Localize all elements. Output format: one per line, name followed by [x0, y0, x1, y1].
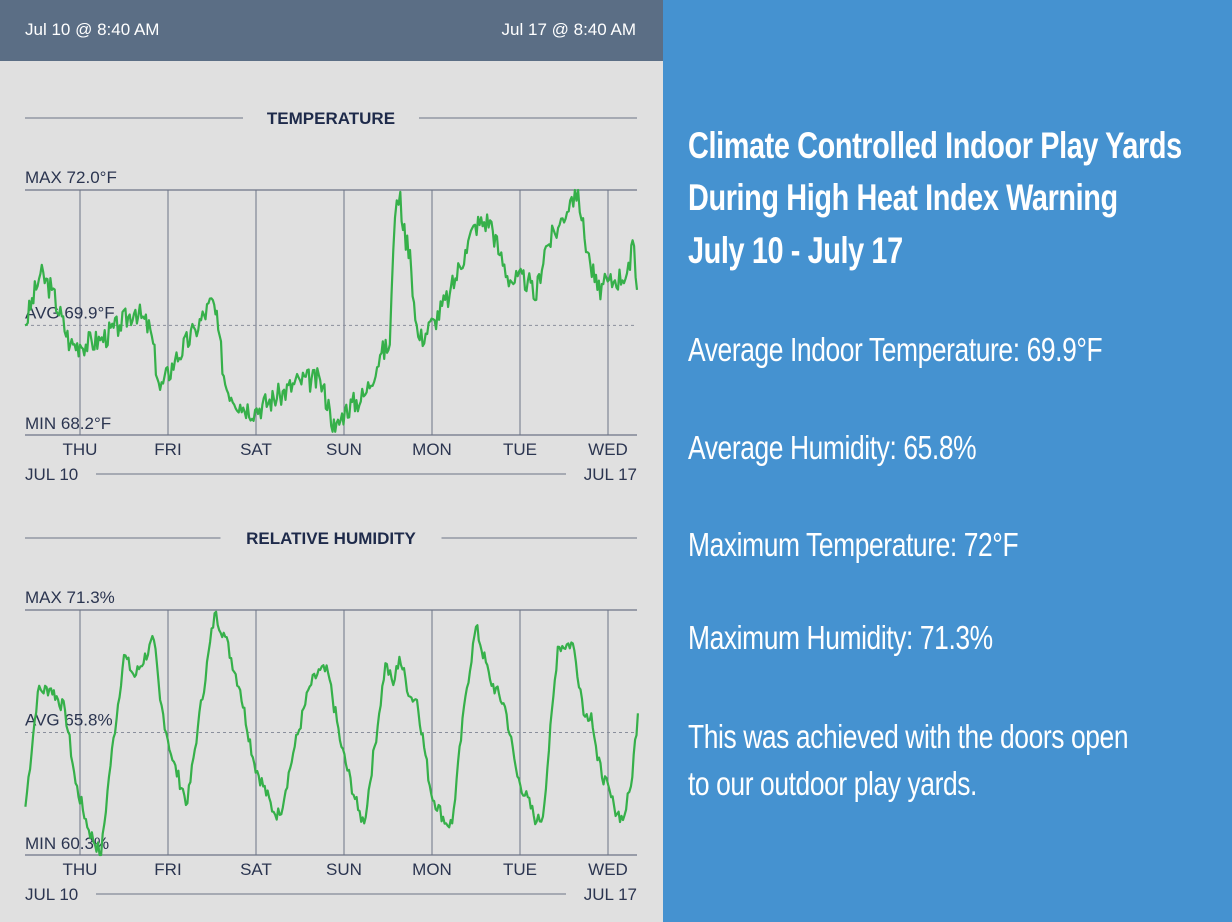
day-label-tue: TUE: [503, 860, 537, 879]
end-date-label: JUL 17: [584, 465, 637, 484]
day-label-sun: SUN: [326, 860, 362, 879]
avg-label: AVG 65.8%: [25, 711, 113, 730]
min-label: MIN 68.2°F: [25, 414, 111, 433]
charts-svg: TEMPERATURE THU FRI SAT SUN MON TUE WED MAX 72.0…: [24, 109, 639, 904]
day-label-wed: WED: [588, 860, 628, 879]
chart-title: TEMPERATURE: [267, 109, 395, 128]
start-date-label: JUL 10: [25, 885, 78, 904]
max-label: MAX 71.3%: [25, 588, 115, 607]
humidity-chart: RELATIVE HUMIDITY THU FRI SAT SUN MON TUE WED MA…: [24, 529, 639, 904]
summary-title-line-3: July 10 - July 17: [688, 230, 903, 271]
day-label-sun: SUN: [326, 440, 362, 459]
note-line-1: This was achieved with the doors open: [688, 718, 1129, 755]
stat-max-temperature: Maximum Temperature: 72°F: [688, 526, 1019, 563]
avg-label: AVG 69.9°F: [25, 303, 115, 322]
end-date-label: JUL 17: [584, 885, 637, 904]
day-label-fri: FRI: [154, 440, 181, 459]
summary-panel: Climate Controlled Indoor Play Yards Dur…: [663, 0, 1232, 922]
day-label-tue: TUE: [503, 440, 537, 459]
range-end: Jul 17 @ 8:40 AM: [501, 20, 636, 39]
temperature-chart: TEMPERATURE THU FRI SAT SUN MON TUE WED MAX 72.0…: [24, 109, 639, 484]
date-range-bar: Jul 10 @ 8:40 AM Jul 17 @ 8:40 AM: [0, 0, 663, 61]
stat-max-humidity: Maximum Humidity: 71.3%: [688, 619, 993, 656]
day-label-sat: SAT: [240, 440, 272, 459]
chart-title: RELATIVE HUMIDITY: [246, 529, 416, 548]
range-start: Jul 10 @ 8:40 AM: [25, 20, 160, 39]
day-label-mon: MON: [412, 860, 452, 879]
note-line-2: to our outdoor play yards.: [688, 765, 977, 802]
summary-title-line-2: During High Heat Index Warning: [688, 177, 1118, 218]
min-label: MIN 60.3%: [25, 834, 109, 853]
stat-avg-humidity: Average Humidity: 65.8%: [688, 429, 977, 466]
day-label-thu: THU: [63, 440, 98, 459]
temperature-series-line: [24, 188, 639, 433]
stat-avg-temperature: Average Indoor Temperature: 69.9°F: [688, 331, 1103, 368]
summary-title-line-1: Climate Controlled Indoor Play Yards: [688, 125, 1182, 166]
day-label-wed: WED: [588, 440, 628, 459]
start-date-label: JUL 10: [25, 465, 78, 484]
day-label-fri: FRI: [154, 860, 181, 879]
charts-panel: Jul 10 @ 8:40 AM Jul 17 @ 8:40 AM TEMPER…: [0, 0, 663, 904]
max-label: MAX 72.0°F: [25, 168, 117, 187]
day-label-mon: MON: [412, 440, 452, 459]
humidity-series-line: [24, 610, 639, 857]
day-label-sat: SAT: [240, 860, 272, 879]
day-label-thu: THU: [63, 860, 98, 879]
